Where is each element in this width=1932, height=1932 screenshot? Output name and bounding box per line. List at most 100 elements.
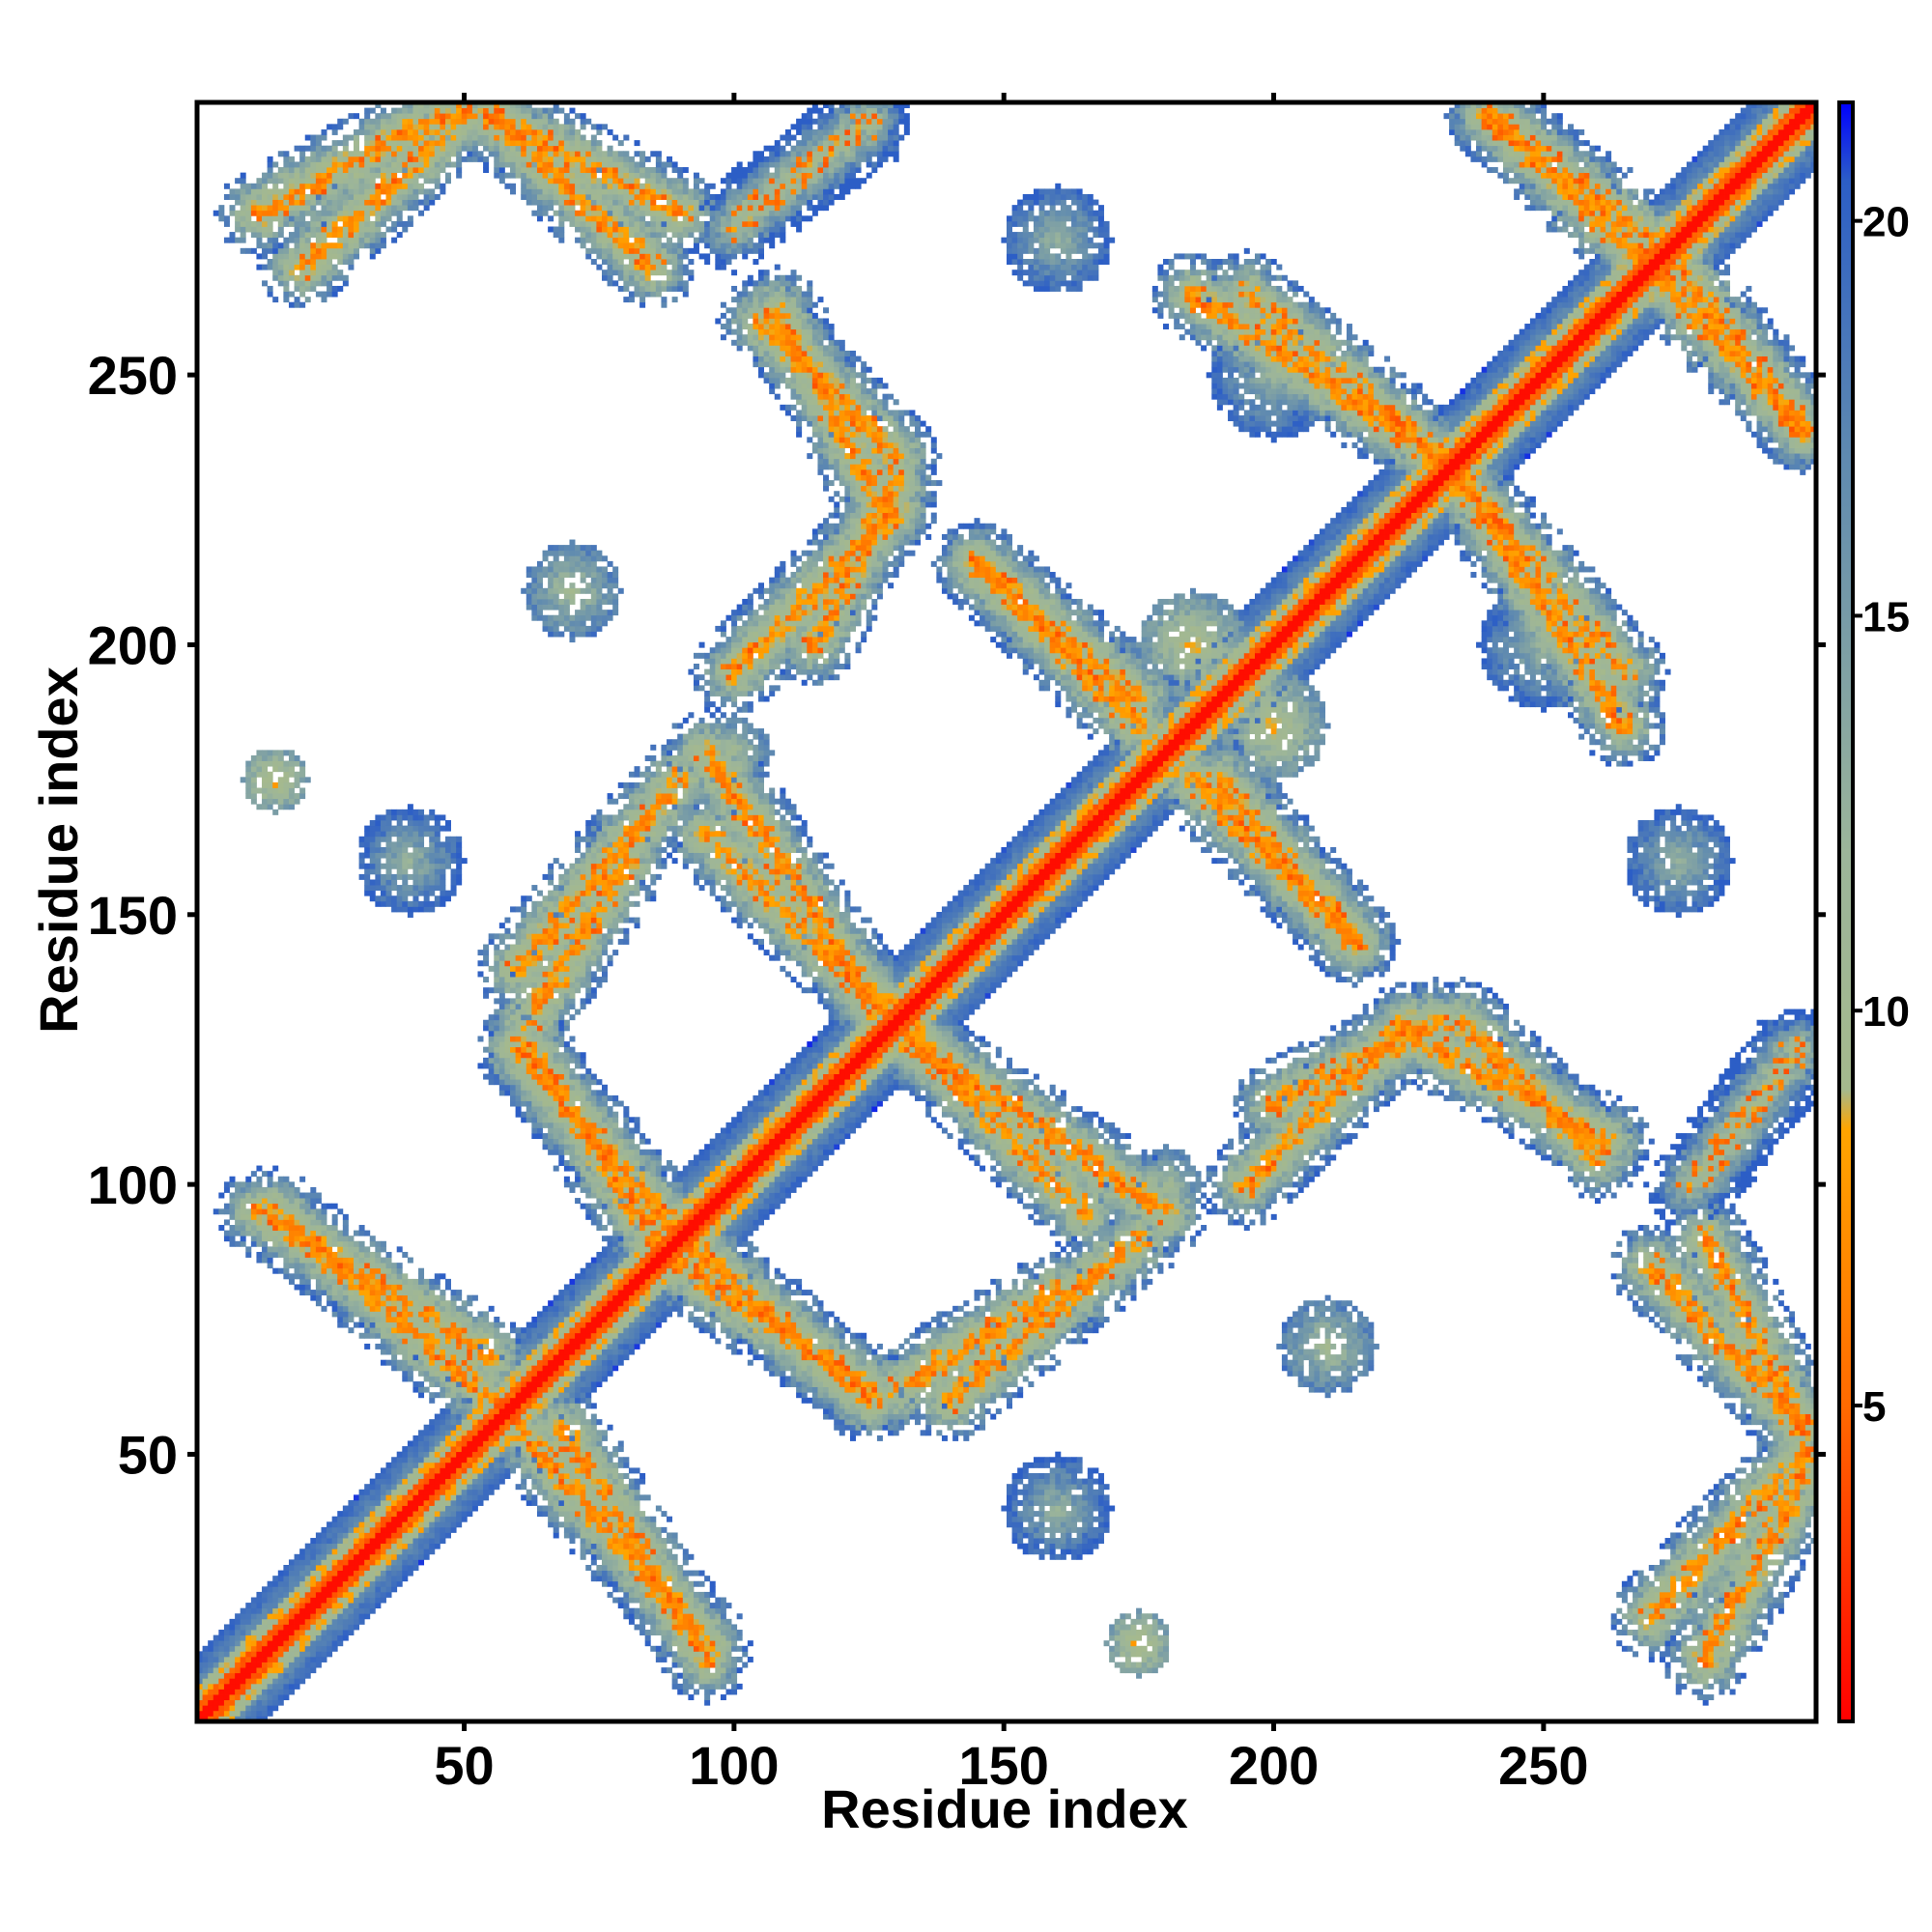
heatmap-cell xyxy=(554,1532,559,1538)
heatmap-cell xyxy=(332,173,338,179)
heatmap-cell xyxy=(418,1479,424,1485)
heatmap-cell xyxy=(521,950,526,955)
heatmap-cell xyxy=(337,232,343,238)
heatmap-cell xyxy=(359,1311,365,1317)
heatmap-cell xyxy=(440,1344,445,1350)
heatmap-cell xyxy=(440,1430,445,1435)
heatmap-cell xyxy=(332,1576,338,1581)
heatmap-cell xyxy=(548,1360,554,1366)
heatmap-cell xyxy=(537,1311,543,1317)
heatmap-cell xyxy=(218,1684,224,1690)
heatmap-cell xyxy=(245,1694,251,1700)
heatmap-cell xyxy=(531,1414,537,1420)
heatmap-cell xyxy=(375,232,381,238)
heatmap-cell xyxy=(295,259,300,265)
heatmap-cell xyxy=(537,1031,543,1037)
heatmap-cell xyxy=(332,1273,338,1279)
heatmap-cell xyxy=(262,194,268,200)
heatmap-cell xyxy=(332,1565,338,1571)
heatmap-cell xyxy=(359,1603,365,1608)
heatmap-cell xyxy=(268,221,273,227)
heatmap-cell xyxy=(305,221,311,227)
heatmap-cell xyxy=(478,1387,484,1393)
heatmap-cell xyxy=(359,1506,365,1512)
heatmap-cell xyxy=(337,1246,343,1252)
heatmap-cell xyxy=(516,1344,522,1350)
heatmap-cell xyxy=(397,211,403,216)
heatmap-cell xyxy=(337,248,343,254)
heatmap-cell xyxy=(241,1635,246,1641)
heatmap-cell xyxy=(364,1565,370,1571)
heatmap-cell xyxy=(213,1678,219,1684)
heatmap-cell xyxy=(558,1160,564,1166)
heatmap-cell xyxy=(251,793,257,799)
heatmap-cell xyxy=(256,215,262,221)
heatmap-cell xyxy=(375,248,381,254)
heatmap-cell xyxy=(224,1662,230,1668)
heatmap-cell xyxy=(537,215,543,221)
heatmap-cell xyxy=(521,146,526,152)
heatmap-cell xyxy=(548,955,554,961)
heatmap-cell xyxy=(489,1052,495,1058)
heatmap-cell xyxy=(537,1025,543,1031)
heatmap-cell xyxy=(408,108,413,114)
heatmap-cell xyxy=(564,1392,570,1398)
heatmap-cell xyxy=(569,1500,575,1506)
heatmap-cell xyxy=(343,1273,349,1279)
heatmap-cell xyxy=(451,124,457,129)
heatmap-cell xyxy=(418,1554,424,1560)
heatmap-cell xyxy=(272,1694,278,1700)
heatmap-cell xyxy=(337,1317,343,1322)
heatmap-cell xyxy=(424,173,430,179)
heatmap-cell xyxy=(278,1624,284,1630)
heatmap-cell xyxy=(418,1322,424,1328)
heatmap-cell xyxy=(299,188,305,194)
heatmap-cell xyxy=(321,232,327,238)
heatmap-cell xyxy=(467,1322,472,1328)
heatmap-cell xyxy=(256,1177,262,1182)
heatmap-cell xyxy=(467,1317,472,1322)
heatmap-cell xyxy=(537,211,543,216)
heatmap-cell xyxy=(299,1603,305,1608)
heatmap-cell xyxy=(268,242,273,248)
heatmap-cell xyxy=(548,167,554,173)
heatmap-cell xyxy=(359,184,365,189)
heatmap-cell xyxy=(241,1613,246,1619)
heatmap-cell xyxy=(241,777,246,782)
heatmap-cell xyxy=(418,1306,424,1312)
heatmap-cell xyxy=(429,200,435,206)
heatmap-cell xyxy=(531,1047,537,1053)
heatmap-cell xyxy=(391,1273,397,1279)
heatmap-cell xyxy=(283,1592,289,1598)
heatmap-cell xyxy=(548,1381,554,1387)
heatmap-cell xyxy=(370,1306,376,1312)
heatmap-cell xyxy=(537,1452,543,1458)
heatmap-cell xyxy=(554,188,559,194)
heatmap-cell xyxy=(418,1311,424,1317)
heatmap-cell xyxy=(445,1376,451,1381)
heatmap-cell xyxy=(337,200,343,206)
heatmap-cell xyxy=(408,1490,413,1495)
heatmap-cell xyxy=(526,1090,532,1095)
heatmap-cell xyxy=(370,820,376,826)
heatmap-cell xyxy=(543,955,549,961)
heatmap-cell xyxy=(456,1350,462,1355)
heatmap-cell xyxy=(268,1263,273,1268)
heatmap-cell xyxy=(289,156,295,162)
heatmap-cell xyxy=(251,1608,257,1614)
heatmap-cell xyxy=(537,1333,543,1339)
heatmap-cell xyxy=(310,1258,316,1264)
heatmap-cell xyxy=(543,211,549,216)
heatmap-cell xyxy=(402,1365,408,1371)
heatmap-cell xyxy=(348,1327,354,1333)
heatmap-cell xyxy=(424,891,430,896)
heatmap-cell xyxy=(256,1204,262,1209)
heatmap-cell xyxy=(268,799,273,805)
heatmap-cell xyxy=(543,1354,549,1360)
heatmap-cell xyxy=(478,119,484,125)
heatmap-cell xyxy=(526,173,532,179)
heatmap-cell xyxy=(299,1673,305,1679)
heatmap-cell xyxy=(531,1452,537,1458)
heatmap-cell xyxy=(375,885,381,891)
heatmap-cell xyxy=(558,620,564,626)
